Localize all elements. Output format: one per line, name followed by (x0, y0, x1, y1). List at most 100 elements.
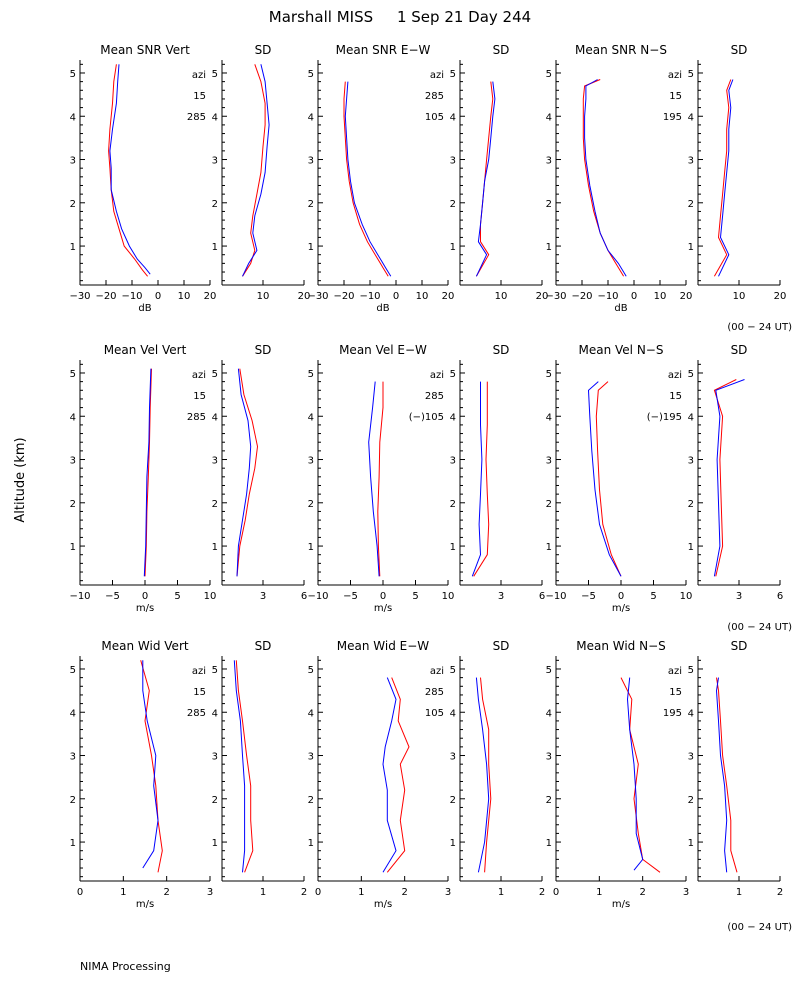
x-tick-label: 10 (680, 591, 693, 602)
legend-title: azi (668, 370, 682, 381)
panel-2-3: Mean Vel E−W 1 2 3 4 5 −10 −5 0 5 10 m/s azi 285 (−)10… (307, 343, 454, 614)
legend-title: azi (668, 666, 682, 677)
series-line-1 (620, 677, 661, 873)
series-line-1 (343, 81, 389, 277)
series-line-2 (368, 381, 380, 577)
x-tick-label: 2 (401, 887, 407, 898)
time-range-label-row3: (00 − 24 UT) (727, 922, 792, 933)
y-tick-label: 1 (450, 542, 456, 553)
y-tick-label: 2 (450, 795, 456, 806)
y-tick-label: 2 (546, 499, 552, 510)
x-unit-label: dB (614, 303, 627, 314)
footer-label: NIMA Processing (80, 960, 171, 973)
legend-entry-1: 285 (425, 687, 444, 698)
y-tick-label: 2 (546, 795, 552, 806)
y-tick-label: 2 (70, 199, 76, 210)
page-title: Marshall MISS 1 Sep 21 Day 244 (269, 8, 531, 26)
series-line-1 (242, 64, 266, 277)
series-line-1 (713, 379, 737, 577)
y-tick-label: 4 (212, 708, 218, 719)
x-tick-label: 20 (442, 291, 455, 302)
y-tick-label: 2 (212, 199, 218, 210)
x-tick-label: 0 (315, 887, 321, 898)
y-tick-label: 4 (212, 412, 218, 423)
y-tick-label: 2 (450, 499, 456, 510)
panel-1-4: SD 1 2 3 4 5 10 20 (450, 43, 549, 302)
series-line-2 (626, 677, 644, 871)
x-tick-label: 2 (777, 887, 783, 898)
x-tick-label: −5 (343, 591, 358, 602)
legend-entry-1: 285 (425, 391, 444, 402)
y-tick-label: 4 (70, 412, 76, 423)
y-tick-label: 3 (212, 156, 218, 167)
x-tick-label: 0 (142, 591, 148, 602)
series-line-2 (713, 379, 745, 577)
x-tick-label: 0 (380, 591, 386, 602)
y-tick-label: 4 (688, 112, 694, 123)
x-tick-label: 5 (174, 591, 180, 602)
y-tick-label: 5 (450, 665, 456, 676)
y-tick-label: 4 (450, 112, 456, 123)
x-tick-label: 3 (207, 887, 213, 898)
x-tick-label: 1 (260, 887, 266, 898)
y-tick-label: 1 (70, 838, 76, 849)
y-tick-label: 3 (546, 456, 552, 467)
panel-title: Mean SNR E−W (336, 43, 431, 57)
y-tick-label: 2 (308, 199, 314, 210)
y-tick-label: 5 (688, 69, 694, 80)
y-axis-label: Altitude (km) (13, 437, 28, 522)
y-tick-label: 2 (212, 499, 218, 510)
panel-title: Mean Vel N−S (579, 343, 664, 357)
y-tick-label: 2 (688, 199, 694, 210)
panel-title: SD (493, 639, 510, 653)
panel-1-2: SD 1 2 3 4 5 10 20 (212, 43, 311, 302)
y-tick-label: 5 (212, 369, 218, 380)
y-tick-label: 1 (212, 838, 218, 849)
series-line-1 (386, 677, 410, 873)
y-tick-label: 4 (212, 112, 218, 123)
y-tick-label: 5 (70, 665, 76, 676)
x-tick-label: −20 (95, 291, 116, 302)
y-tick-label: 4 (308, 708, 314, 719)
y-tick-label: 2 (212, 795, 218, 806)
series-line-2 (471, 381, 483, 577)
y-tick-label: 4 (688, 412, 694, 423)
y-tick-label: 5 (308, 369, 314, 380)
panel-title: SD (731, 43, 748, 57)
series-line-1 (582, 79, 625, 277)
series-line-2 (587, 381, 622, 577)
x-tick-label: −30 (307, 291, 328, 302)
x-tick-label: 20 (774, 291, 787, 302)
series-line-2 (715, 677, 728, 873)
y-tick-label: 2 (688, 795, 694, 806)
y-tick-label: 3 (450, 456, 456, 467)
panel-title: SD (731, 343, 748, 357)
x-tick-label: 3 (498, 591, 504, 602)
x-tick-label: 20 (298, 291, 311, 302)
panel-title: SD (255, 343, 272, 357)
legend-entry-2: 285 (187, 412, 206, 423)
series-line-2 (142, 660, 159, 869)
y-tick-label: 5 (212, 69, 218, 80)
legend-entry-1: 15 (193, 91, 206, 102)
series-line-1 (480, 677, 492, 873)
series-line-1 (236, 368, 259, 577)
panel-3-4: SD 1 2 3 4 5 1 2 (450, 639, 546, 898)
panel-title: Mean Vel E−W (339, 343, 427, 357)
series-line-1 (377, 381, 384, 577)
y-tick-label: 3 (70, 156, 76, 167)
x-tick-label: 3 (260, 591, 266, 602)
panel-title: Mean Wid Vert (101, 639, 188, 653)
x-tick-label: −30 (69, 291, 90, 302)
legend-entry-2: 285 (187, 112, 206, 123)
y-tick-label: 1 (212, 542, 218, 553)
x-tick-label: 0 (155, 291, 161, 302)
panel-title: Mean SNR Vert (100, 43, 190, 57)
legend-entry-1: 15 (193, 687, 206, 698)
y-tick-label: 3 (688, 456, 694, 467)
y-tick-label: 1 (308, 838, 314, 849)
y-tick-label: 4 (450, 412, 456, 423)
series-line-2 (242, 64, 270, 277)
legend-entry-2: 285 (187, 708, 206, 719)
